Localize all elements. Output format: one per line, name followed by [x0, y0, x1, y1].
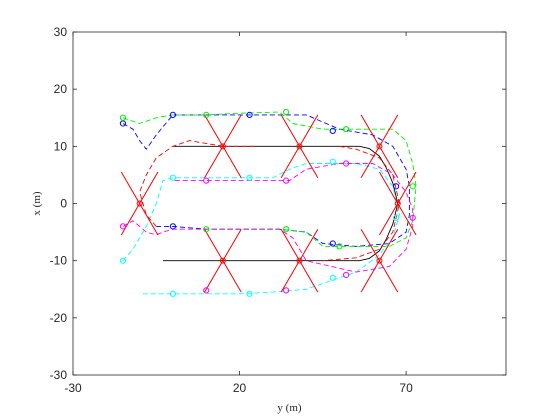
- vehicle-center: [376, 257, 383, 264]
- waypoint-marker: [343, 160, 350, 167]
- waypoint-marker: [203, 226, 210, 233]
- waypoint-marker: [169, 111, 177, 118]
- vehicle-center: [394, 200, 401, 207]
- waypoint-marker: [119, 223, 127, 230]
- vehicle-arm: [378, 171, 417, 236]
- waypoint-marker: [203, 287, 210, 294]
- y-tick-label: 10: [54, 139, 68, 153]
- trajectory-line-6: [322, 145, 400, 262]
- waypoint-marker: [392, 183, 400, 190]
- waypoint-marker: [283, 287, 290, 294]
- trajectory-line-5: [139, 140, 257, 227]
- y-tick-label: -30: [50, 368, 68, 382]
- y-tick-label: 0: [60, 197, 67, 211]
- waypoint-marker: [409, 214, 416, 221]
- waypoint-marker: [246, 111, 253, 118]
- y-tick-label: 20: [54, 82, 68, 96]
- waypoint-marker: [169, 290, 177, 297]
- vehicle-arm: [204, 114, 242, 179]
- y-tick-label: -20: [50, 311, 68, 325]
- x-axis-label: y (m): [277, 402, 301, 414]
- vehicle-arm: [204, 228, 242, 293]
- vehicle-center: [136, 200, 143, 207]
- vehicle-arm: [360, 114, 399, 179]
- vehicle-arm: [280, 114, 319, 179]
- waypoint-marker: [343, 126, 350, 133]
- vehicle-center: [376, 143, 383, 150]
- vehicle-center: [296, 257, 303, 264]
- waypoint-marker: [329, 274, 336, 281]
- y-axis-label: x (m): [31, 191, 43, 215]
- waypoint-marker: [329, 127, 336, 134]
- vehicle-arm: [280, 228, 319, 293]
- vehicle-arm: [360, 228, 399, 293]
- plot-area: [119, 108, 417, 297]
- x-tick-label: 20: [233, 381, 247, 395]
- waypoint-marker: [409, 183, 416, 190]
- x-tick-label: -30: [64, 381, 82, 395]
- waypoint-marker: [329, 158, 336, 165]
- waypoint-marker: [336, 243, 343, 250]
- waypoint-marker: [246, 174, 253, 181]
- vehicle-center: [219, 257, 226, 264]
- axis-ticks: -30 20 70 -30 -20 -10 0 10 20 30: [50, 25, 506, 395]
- waypoint-marker: [283, 108, 290, 116]
- waypoint-marker: [203, 177, 210, 184]
- waypoint-marker: [203, 111, 210, 118]
- y-tick-label: -10: [50, 254, 68, 268]
- waypoint-marker: [329, 240, 336, 247]
- waypoint-marker: [169, 223, 177, 230]
- vehicle-center: [296, 143, 303, 150]
- waypoint-marker: [119, 257, 127, 264]
- trajectory-line-2: [122, 111, 417, 247]
- trajectory-line-4: [122, 163, 414, 273]
- vehicle-arm: [120, 171, 159, 236]
- vehicle-center: [219, 143, 226, 150]
- waypoint-marker: [392, 214, 400, 221]
- waypoint-marker: [119, 114, 127, 121]
- y-tick-label: 30: [54, 25, 68, 39]
- waypoint-marker: [283, 177, 290, 184]
- waypoint-marker: [246, 290, 253, 297]
- x-tick-label: 70: [399, 381, 413, 395]
- waypoint-marker: [119, 120, 127, 127]
- waypoint-marker: [283, 226, 290, 233]
- waypoint-marker: [343, 271, 350, 279]
- waypoint-marker: [169, 174, 177, 181]
